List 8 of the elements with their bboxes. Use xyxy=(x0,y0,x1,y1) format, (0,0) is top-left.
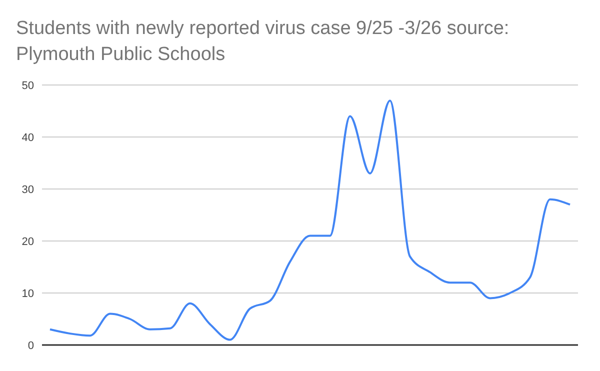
chart-title: Students with newly reported virus case 9/25 -3/26 source: Plymouth Public Schools xyxy=(16,17,510,67)
y-tick-label: 20 xyxy=(22,236,34,248)
y-tick-label: 10 xyxy=(22,288,34,300)
y-tick-label: 0 xyxy=(28,340,34,352)
y-tick-label: 50 xyxy=(22,80,34,92)
line-series xyxy=(49,100,571,341)
y-tick-label: 30 xyxy=(22,184,34,196)
y-tick-label: 40 xyxy=(22,132,34,144)
